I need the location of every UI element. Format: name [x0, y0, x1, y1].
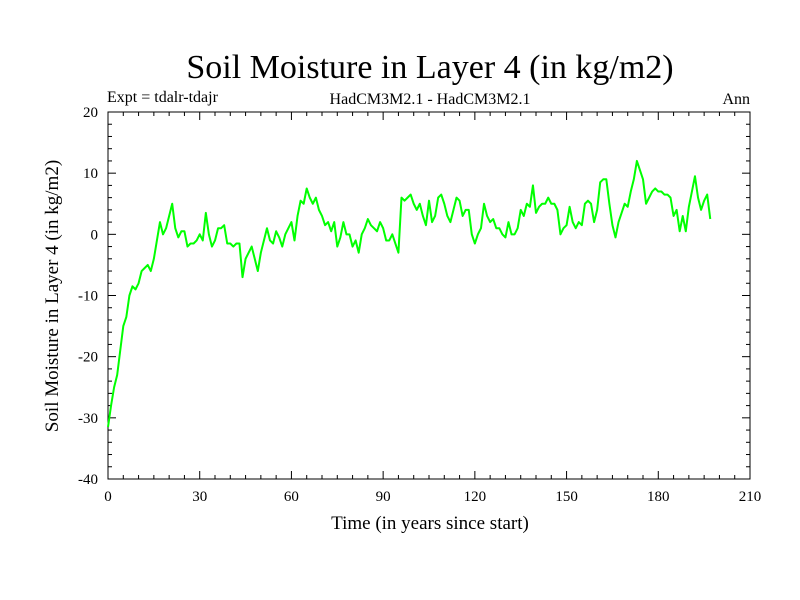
tick-marks: [107, 111, 751, 480]
y-tick-label: 0: [91, 227, 99, 243]
y-tick-label: -30: [78, 411, 98, 427]
plot-frame: [107, 111, 751, 480]
y-tick-label: -10: [78, 289, 98, 305]
series-line: [107, 159, 712, 428]
x-tick-label: 180: [647, 489, 670, 505]
y-tick-label: -20: [78, 350, 98, 366]
subtitle-center: HadCM3M2.1 - HadCM3M2.1: [330, 91, 531, 108]
chart-title: Soil Moisture in Layer 4 (in kg/m2): [186, 49, 673, 86]
x-tick-label: 0: [104, 489, 112, 505]
x-axis-label: Time (in years since start): [331, 513, 529, 534]
y-axis-label: Soil Moisture in Layer 4 (in kg/m2): [42, 160, 63, 432]
x-tick-label: 60: [284, 489, 299, 505]
x-tick-label: 150: [555, 489, 578, 505]
subtitle-left: Expt = tdalr-tdajr: [107, 89, 219, 106]
x-tick-label: 120: [464, 489, 487, 505]
axes: [107, 111, 751, 480]
y-tick-label: 10: [83, 166, 98, 182]
x-tick-label: 210: [739, 489, 762, 505]
x-tick-label: 90: [376, 489, 391, 505]
y-tick-label: 20: [83, 105, 98, 121]
subtitle-right: Ann: [722, 91, 750, 108]
tick-labels: 0 30 60 90 120 150 180 210 -40 -30 -20 -10 0 10 20: [78, 105, 761, 505]
y-tick-label: -40: [78, 472, 98, 488]
x-tick-label: 30: [192, 489, 207, 505]
